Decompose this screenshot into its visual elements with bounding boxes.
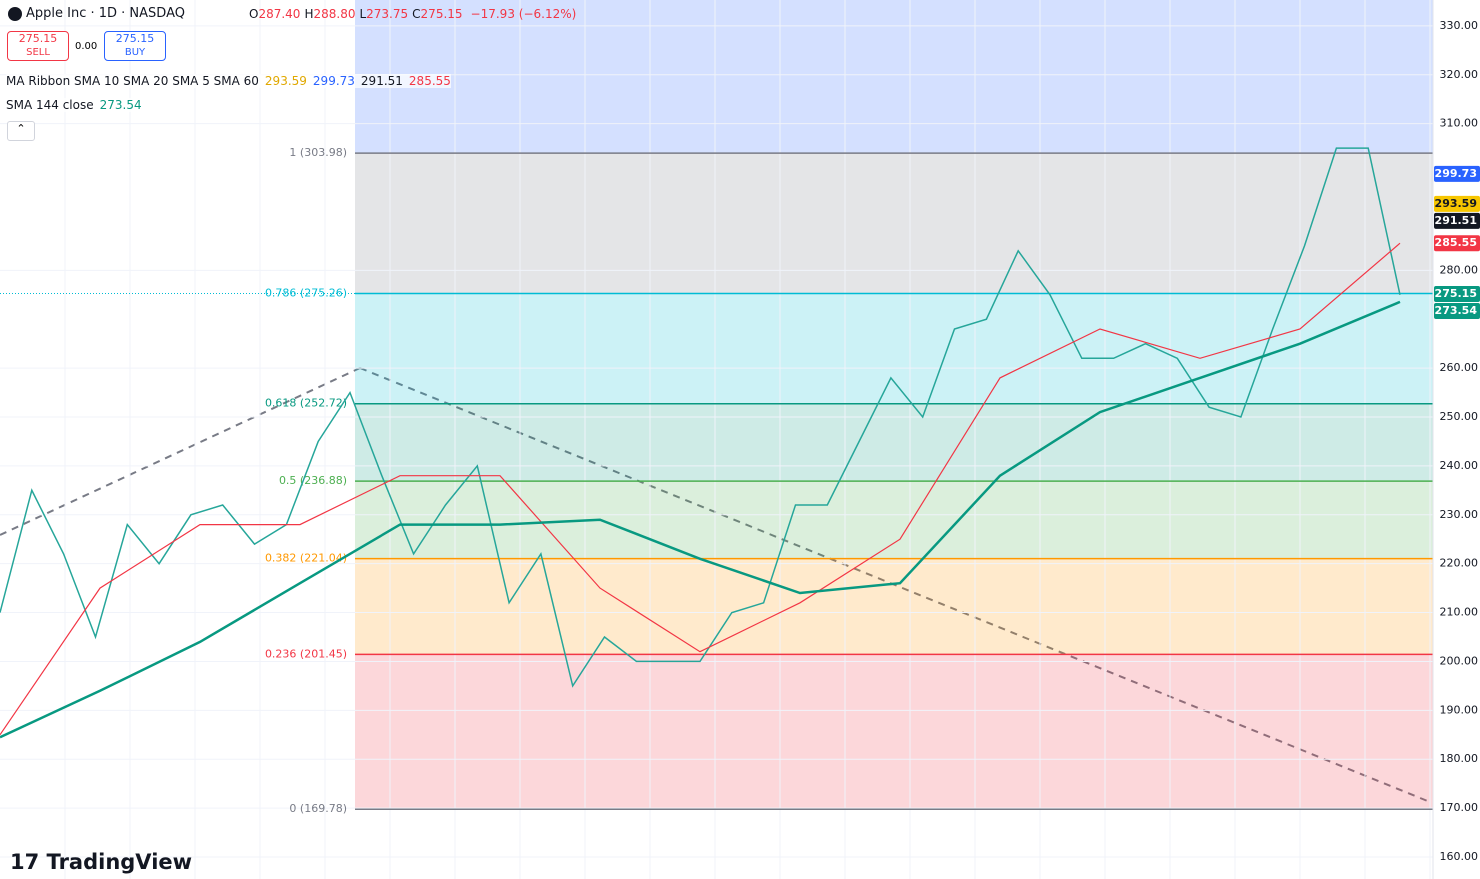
ohlc-label: C bbox=[412, 6, 421, 21]
y-tick-label: 220.00 bbox=[1440, 557, 1479, 570]
indicator-value: 285.55 bbox=[408, 74, 451, 88]
fib-label: 0.786 (275.26) bbox=[265, 287, 347, 300]
price-line bbox=[0, 242, 1401, 736]
y-tick-label: 240.00 bbox=[1440, 459, 1479, 472]
fib-label: 0.618 (252.72) bbox=[265, 397, 347, 410]
price-tag-label: 293.59 bbox=[1435, 197, 1477, 210]
ohlc: O287.40 H288.80 L273.75 C275.15 bbox=[249, 7, 467, 21]
indicator-ma-ribbon[interactable]: MA Ribbon SMA 10 SMA 20 SMA 5 SMA 60 293.… bbox=[6, 74, 451, 88]
price-line bbox=[0, 147, 1401, 688]
indicator-value: 273.54 bbox=[99, 98, 142, 112]
fib-zone bbox=[355, 481, 1433, 559]
fib-label: 1 (303.98) bbox=[289, 146, 347, 159]
fib-zone bbox=[355, 558, 1433, 655]
y-tick-label: 180.00 bbox=[1440, 752, 1479, 765]
price-tag-label: 275.15 bbox=[1435, 287, 1477, 300]
change: −17.93 (−6.12%) bbox=[470, 6, 577, 21]
ohlc-label: O bbox=[248, 6, 259, 21]
symbol-name[interactable]: Apple Inc · 1D · NASDAQ bbox=[26, 6, 185, 21]
price-tag bbox=[1434, 165, 1480, 182]
ohlc-value: 273.75 bbox=[366, 6, 409, 21]
logo: 𝟭𝟳 TradingView bbox=[10, 850, 192, 874]
fib-zone bbox=[355, 293, 1433, 404]
fib-zone bbox=[355, 654, 1433, 810]
price-tag bbox=[1434, 195, 1480, 212]
y-tick-label: 200.00 bbox=[1440, 654, 1479, 667]
fib-label: 0.5 (236.88) bbox=[279, 474, 347, 487]
price-tag bbox=[1434, 286, 1480, 303]
y-tick-label: 310.00 bbox=[1440, 117, 1479, 130]
y-tick-label: 330.00 bbox=[1440, 19, 1479, 32]
indicator-value: 299.73 bbox=[312, 74, 355, 88]
buy-price: 275.15 bbox=[115, 32, 155, 45]
y-tick-label: 230.00 bbox=[1440, 508, 1479, 521]
fib-label: 0.236 (201.45) bbox=[265, 647, 347, 660]
indicator-value: 291.51 bbox=[360, 74, 403, 88]
fib-label: 0 (169.78) bbox=[289, 802, 347, 815]
fib-zone bbox=[355, 0, 1433, 154]
y-tick-label: 190.00 bbox=[1440, 703, 1479, 716]
fib-label: 0.382 (221.04) bbox=[265, 552, 347, 565]
buy-label: BUY bbox=[124, 47, 146, 58]
indicator-name: MA Ribbon SMA 10 SMA 20 SMA 5 SMA 60 bbox=[6, 74, 259, 88]
fib-zone bbox=[355, 153, 1433, 294]
sell-price: 275.15 bbox=[18, 32, 58, 45]
price-tag bbox=[1434, 235, 1480, 252]
price-tag-label: 273.54 bbox=[1435, 304, 1478, 317]
price-line bbox=[0, 300, 1401, 739]
y-tick-label: 160.00 bbox=[1440, 850, 1479, 863]
collapse-button[interactable]: ⌃ bbox=[7, 121, 35, 141]
y-tick-label: 280.00 bbox=[1440, 263, 1479, 276]
ohlc-value: 275.15 bbox=[420, 6, 463, 21]
price-tag-label: 299.73 bbox=[1435, 167, 1477, 180]
y-tick-label: 170.00 bbox=[1440, 801, 1479, 814]
y-tick-label: 210.00 bbox=[1440, 606, 1479, 619]
price-tag-label: 291.51 bbox=[1435, 214, 1477, 227]
ohlc-label: L bbox=[359, 6, 367, 21]
indicator-value: 293.59 bbox=[264, 74, 307, 88]
sell-label: SELL bbox=[26, 47, 50, 58]
price-tag bbox=[1434, 212, 1480, 229]
ohlc-value: 288.80 bbox=[313, 6, 356, 21]
symbol-icon bbox=[8, 6, 22, 21]
indicator-sma144[interactable]: SMA 144 close 273.54 bbox=[6, 98, 142, 112]
y-tick-label: 260.00 bbox=[1440, 361, 1479, 374]
price-tag bbox=[1434, 303, 1480, 320]
logo-mark: 𝟭𝟳 bbox=[10, 850, 47, 874]
symbol-header: Apple Inc · 1D · NASDAQ O287.40 H288.80 L2… bbox=[8, 6, 576, 21]
y-tick-label: 250.00 bbox=[1440, 410, 1479, 423]
spread: 0.00 bbox=[75, 41, 98, 52]
indicator-name: SMA 144 close bbox=[6, 98, 94, 112]
trend-line bbox=[0, 367, 361, 536]
logo-text: TradingView bbox=[46, 850, 193, 874]
ohlc-label: H bbox=[304, 6, 314, 21]
price-axis bbox=[1433, 0, 1480, 879]
ohlc-value: 287.40 bbox=[258, 6, 301, 21]
fib-zone bbox=[355, 403, 1433, 482]
y-tick-label: 320.00 bbox=[1440, 68, 1479, 81]
trend-line bbox=[359, 367, 1431, 803]
sell-button[interactable]: 275.15 SELL bbox=[7, 31, 69, 61]
buy-button[interactable]: 275.15 BUY bbox=[104, 31, 166, 61]
price-tag-label: 285.55 bbox=[1435, 236, 1477, 249]
